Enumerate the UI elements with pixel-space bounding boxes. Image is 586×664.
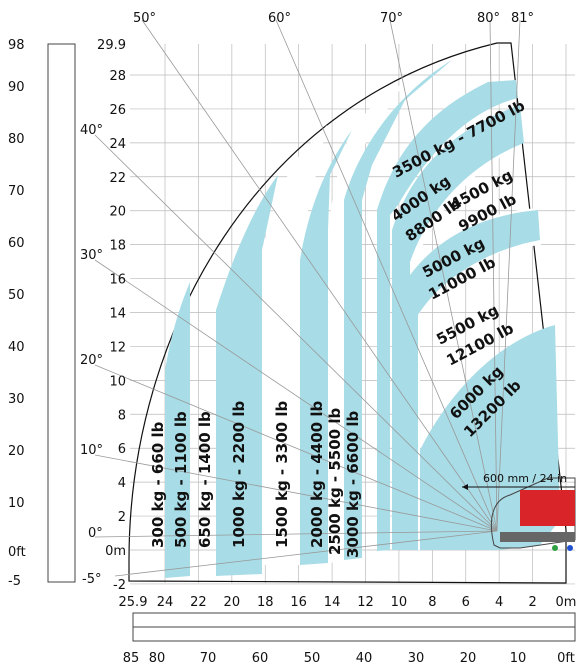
meter-y-tick: 2 [118,510,126,525]
meter-y-tick: 18 [109,239,126,254]
meter-x-tick: 14 [324,595,341,610]
feet-y-tick: 40 [8,340,25,355]
zone-3000kg [344,60,452,560]
meter-y-tick: 26 [109,103,126,118]
meter-x-tick: 24 [157,595,174,610]
meter-y-tick: 29.9 [97,38,126,53]
feet-x-tick: 10 [510,651,527,664]
feet-x-tick: 60 [252,651,269,664]
angle-label-10: 10° [80,443,103,458]
feet-y-tick: 0ft [8,545,26,560]
feet-x-tick: 50 [304,651,321,664]
feet-x-tick: 85 [123,651,140,664]
zone-650kg [216,175,278,576]
zone-1500kg [262,125,327,565]
meter-x-tick: 2 [528,595,536,610]
angle-label-60: 60° [268,11,291,26]
zone-label-1000: 1000 kg - 2200 lb [230,401,248,548]
meter-x-tick: 8 [428,595,436,610]
meter-x-tick: 22 [190,595,207,610]
feet-x-tick: 0ft [557,651,575,664]
meter-x-tick: 16 [290,595,307,610]
feet-y-tick: 20 [8,444,25,459]
meter-y-tick: 28 [109,69,126,84]
feet-y-tick: -5 [8,574,21,589]
zone-2000kg [300,130,352,565]
zone-label-2000: 2000 kg - 4400 lb [308,401,326,548]
angle-label-81: 81° [511,11,534,26]
angle-label-50: 50° [133,11,156,26]
angle-lines [94,19,521,577]
angle-label-20: 20° [80,353,103,368]
meter-y-tick: 8 [118,408,126,423]
meter-y-tick: 14 [109,307,126,322]
meter-y-tick: 10 [109,374,126,389]
angle-label-0: 0° [88,526,103,541]
angle-label-neg5: -5° [82,572,101,587]
feet-y-tick: 80 [8,132,25,147]
feet-y-tick: 30 [8,392,25,407]
feet-y-tick: 60 [8,236,25,251]
zone-label-650: 650 kg - 1400 lb [196,411,214,548]
feet-x-tick: 80 [149,651,166,664]
zone-4000kg [392,105,524,550]
fork-note: 600 mm / 24 in [483,472,567,485]
zone-label-500: 500 kg - 1100 lb [172,411,190,548]
feet-x-tick: 40 [356,651,373,664]
angle-label-40: 40° [80,123,103,138]
meter-x-tick: 25.9 [119,595,148,610]
feet-axis-x: 85 80 70 60 50 40 30 20 10 0ft [123,651,575,664]
angle-labels: 50° 60° 70° 80° 81° 40° 30° 20° 10° 0° -… [80,11,534,587]
feet-axis-y-box [47,43,76,583]
feet-y-tick: 90 [8,80,25,95]
meter-y-tick: 24 [109,137,126,152]
meter-x-tick: 6 [462,595,470,610]
meter-y-tick: -2 [113,578,126,593]
load-zones [165,60,560,578]
meter-y-tick: 0m [105,544,126,559]
angle-label-70: 70° [380,11,403,26]
zone-label-3000: 3000 kg - 6600 lb [344,411,362,558]
feet-x-tick: 70 [200,651,217,664]
meter-axis-x: 25.9 24 22 20 18 16 14 12 10 8 6 4 2 0m [119,595,577,610]
meter-y-tick: 20 [109,205,126,220]
meter-x-tick: 18 [257,595,274,610]
meter-x-tick: 12 [357,595,374,610]
meter-y-tick: 12 [109,340,126,355]
angle-label-30: 30° [80,248,103,263]
feet-y-tick: 50 [8,288,25,303]
feet-x-tick: 30 [408,651,425,664]
zone-300kg [165,282,190,578]
meter-y-tick: 4 [118,476,126,491]
meter-x-tick: 0m [556,595,577,610]
meter-y-tick: 22 [109,171,126,186]
meter-y-tick: 6 [118,442,126,457]
feet-axis-y: 98 90 80 70 60 50 40 30 20 10 0ft -5 [8,38,26,589]
feet-y-tick: 70 [8,184,25,199]
meter-axis-y: 29.9 28 26 24 22 20 18 16 14 12 10 8 6 4 2 0m -2 [97,38,126,593]
zone-label-1500: 1500 kg - 3300 lb [273,401,291,548]
angle-label-80: 80° [477,11,500,26]
zone-label-300: 300 kg - 660 lb [149,421,167,548]
meter-x-tick: 4 [495,595,503,610]
feet-y-tick: 10 [8,496,25,511]
load-envelope [128,42,567,584]
telehandler [462,477,576,551]
meter-x-tick: 20 [224,595,241,610]
feet-x-tick: 20 [460,651,477,664]
zone-label-2500: 2500 kg - 5500 lb [326,408,344,555]
feet-y-tick: 98 [8,38,25,53]
meter-x-tick: 10 [391,595,408,610]
meter-y-tick: 16 [109,273,126,288]
